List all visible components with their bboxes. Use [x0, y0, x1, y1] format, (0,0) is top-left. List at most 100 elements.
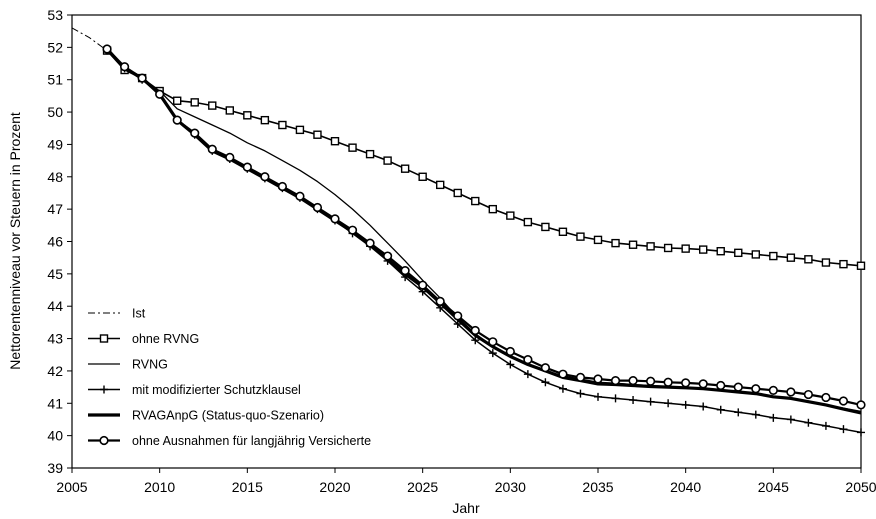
legend-label: ohne Ausnahmen für langjährig Versichert…: [132, 434, 371, 448]
data-point-circle: [330, 214, 340, 224]
x-tick-label: 2005: [56, 479, 87, 495]
data-point-square: [576, 232, 585, 241]
legend-label: ohne RVNG: [132, 332, 199, 346]
data-point-square: [172, 96, 182, 105]
data-point-square: [821, 258, 831, 267]
data-point-square: [418, 172, 427, 181]
x-axis: 2005 2010 2015 2020 2025 2030 2035 2040 2045 2050: [56, 468, 876, 495]
data-point-plus: [488, 349, 497, 358]
data-point-circle: [383, 251, 393, 261]
data-point-square: [716, 247, 725, 256]
data-point-circle: [628, 376, 638, 386]
x-tick-label: 2015: [232, 479, 263, 495]
data-point-square: [699, 245, 708, 254]
data-point-square: [365, 149, 375, 159]
data-point-square: [471, 196, 480, 206]
data-point-plus: [857, 428, 865, 437]
data-point-square: [225, 106, 235, 115]
data-point-circle: [312, 202, 323, 213]
legend: Ist ohne RVNG RVNG mit modifizierter Schutz…: [88, 307, 371, 448]
data-point-circle: [856, 400, 866, 410]
data-point-circle: [575, 372, 586, 383]
data-point-square: [611, 238, 620, 248]
data-point-plus: [629, 396, 638, 405]
data-point-plus: [100, 385, 108, 394]
y-tick-label: 44: [47, 298, 63, 314]
data-point-circle: [119, 62, 130, 72]
y-tick-label: 51: [47, 72, 63, 88]
data-point-square: [330, 136, 340, 146]
x-tick-label: 2020: [319, 479, 350, 495]
x-tick-label: 2010: [144, 479, 175, 495]
data-point-plus: [471, 336, 480, 345]
data-point-circle: [260, 172, 270, 182]
x-axis-label: Jahr: [452, 500, 480, 516]
data-point-square: [786, 253, 796, 262]
data-point-circle: [593, 374, 603, 384]
data-point-circle: [102, 44, 112, 54]
data-point-plus: [734, 408, 743, 417]
legend-entry: RVNG: [88, 358, 168, 372]
y-axis: 39 40 41 42 43 44 45 46 47 48 49 50 51 52 53: [47, 7, 72, 476]
data-point-square: [646, 242, 655, 251]
x-tick-label: 2045: [758, 479, 789, 495]
data-point-plus: [751, 410, 760, 419]
data-point-plus: [769, 413, 778, 422]
data-point-square: [278, 120, 287, 130]
data-point-plus: [681, 400, 690, 409]
series-dashdot: [71, 27, 108, 52]
data-point-square: [506, 211, 515, 220]
data-point-plus: [821, 421, 830, 430]
data-point-square: [313, 130, 322, 139]
data-point-circle: [225, 152, 235, 162]
data-point-circle: [610, 376, 621, 386]
data-point-circle: [540, 363, 551, 373]
data-point-plus: [523, 370, 532, 379]
series-line: [71, 27, 108, 52]
data-point-circle: [207, 144, 217, 154]
data-point-plus: [558, 384, 567, 393]
data-point-circle: [418, 280, 428, 290]
data-point-circle: [505, 346, 515, 357]
data-point-circle: [733, 382, 743, 392]
legend-entry: RVAGAnpG (Status-quo-Szenario): [88, 409, 324, 423]
data-point-square: [295, 125, 305, 135]
data-point-circle: [786, 387, 796, 397]
data-point-circle: [558, 369, 568, 379]
data-point-square: [523, 217, 533, 227]
data-point-circle: [99, 435, 109, 446]
y-tick-label: 49: [47, 136, 63, 152]
data-point-square: [856, 261, 866, 270]
data-point-circle: [751, 384, 761, 394]
data-point-square: [99, 334, 109, 343]
data-point-circle: [523, 355, 533, 365]
data-point-square: [243, 111, 252, 120]
data-point-square: [190, 98, 199, 107]
data-point-plus: [576, 389, 585, 398]
data-point-circle: [645, 376, 656, 386]
data-point-square: [593, 235, 603, 245]
data-point-circle: [365, 238, 375, 248]
data-point-circle: [400, 266, 410, 276]
plot-area: [71, 14, 862, 469]
x-tick-label: 2025: [407, 479, 438, 495]
data-point-square: [383, 156, 392, 165]
data-point-circle: [488, 337, 498, 347]
data-point-circle: [242, 162, 252, 172]
x-tick-label: 2035: [582, 479, 613, 495]
y-axis-label: Nettorentenniveau vor Steuern in Prozent: [7, 112, 23, 370]
data-point-plus: [786, 415, 795, 424]
data-point-circle: [137, 73, 147, 83]
data-point-plus: [506, 360, 515, 369]
x-tick-label: 2050: [845, 479, 876, 495]
data-point-circle: [190, 128, 200, 138]
y-tick-label: 48: [47, 169, 63, 185]
data-point-circle: [681, 378, 691, 388]
y-tick-label: 39: [47, 460, 63, 476]
data-point-circle: [277, 181, 288, 192]
data-point-square: [681, 244, 690, 253]
x-tick-label: 2030: [495, 479, 526, 495]
data-point-square: [769, 251, 778, 261]
y-tick-label: 53: [47, 7, 63, 23]
